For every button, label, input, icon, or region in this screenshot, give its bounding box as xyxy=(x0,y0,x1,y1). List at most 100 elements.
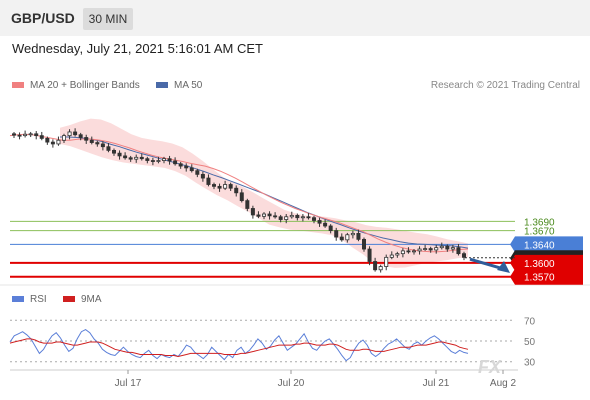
candle-body xyxy=(345,234,350,241)
level-tag-bg xyxy=(510,254,583,271)
candle-body xyxy=(417,248,422,252)
rsi-tick-70: 70 xyxy=(524,316,536,327)
rsi-tick-30: 30 xyxy=(524,358,536,369)
level-tag-bg xyxy=(510,268,583,285)
candle-body xyxy=(150,160,155,162)
candle-body xyxy=(423,248,428,250)
level-label-1.3640: 1.3640 xyxy=(524,240,555,251)
candle-body xyxy=(411,250,416,253)
candle-body xyxy=(123,155,128,159)
candle-body xyxy=(389,254,394,258)
legend-rsi-label: RSI xyxy=(30,294,47,305)
candle-body xyxy=(78,134,83,138)
candle-body xyxy=(300,216,305,219)
level-label-1.3570: 1.3570 xyxy=(524,273,555,284)
candle-body xyxy=(378,266,383,271)
level-label-1.3690: 1.3690 xyxy=(524,217,555,228)
candle-body xyxy=(450,247,455,250)
timeframe-button[interactable]: 30 MIN xyxy=(83,8,133,30)
candle-body xyxy=(167,158,172,162)
ma50-swatch xyxy=(156,82,168,89)
legend-9ma: 9MA xyxy=(63,294,102,305)
candle-body xyxy=(28,133,33,136)
candle-body xyxy=(67,131,72,137)
candle-body xyxy=(62,135,67,141)
candle-body xyxy=(439,245,444,249)
candle-body xyxy=(367,248,372,262)
candle-body xyxy=(173,160,178,165)
candle-body xyxy=(189,167,194,172)
candle-body xyxy=(161,158,166,161)
toolbar: GBP/USD 30 MIN xyxy=(0,0,590,36)
projection-arrow-head xyxy=(497,261,510,274)
candle-body xyxy=(134,156,139,160)
level-tag-1.3640 xyxy=(510,236,583,253)
candle-body xyxy=(50,141,55,145)
candle-body xyxy=(112,149,117,154)
candle-body xyxy=(250,208,255,216)
candle-body xyxy=(445,245,450,250)
candle-body xyxy=(395,253,400,256)
level-tag-bg xyxy=(510,236,583,253)
candle-body xyxy=(384,256,389,267)
candle-body xyxy=(145,158,150,161)
candle-body xyxy=(228,184,233,189)
candle-body xyxy=(434,247,439,251)
candle-body xyxy=(334,230,339,238)
candle-body xyxy=(217,185,222,189)
candle-body xyxy=(223,184,228,189)
candle-body xyxy=(273,215,278,218)
watermark-logo: FX xyxy=(478,357,502,377)
rsi-line xyxy=(9,329,469,362)
chart-datetime: Wednesday, July 21, 2021 5:16:01 AM CET xyxy=(12,41,263,56)
symbol-label: GBP/USD xyxy=(11,10,75,26)
level-tag-1.3570 xyxy=(510,268,583,285)
candle-body xyxy=(117,152,122,157)
candle-body xyxy=(211,184,216,187)
candle-body xyxy=(328,225,333,232)
rsi-ma-line xyxy=(9,338,469,358)
candle-body xyxy=(100,143,105,148)
candle-body xyxy=(84,137,89,141)
candle-body xyxy=(373,261,378,271)
candle-body xyxy=(17,134,22,137)
candle-body xyxy=(461,253,466,258)
candle-body xyxy=(128,157,133,160)
candle-body xyxy=(317,220,322,224)
candle-body xyxy=(89,139,94,143)
legend-9ma-label: 9MA xyxy=(81,294,102,305)
candle-body xyxy=(311,217,316,221)
rsi-swatch xyxy=(12,296,24,303)
candle-body xyxy=(200,173,205,179)
candle-body xyxy=(256,214,261,217)
rsi-ma-swatch xyxy=(63,296,75,303)
x-tick-label: Jul 21 xyxy=(423,378,450,389)
legend-rsi: RSI xyxy=(12,294,47,305)
candle-body xyxy=(234,187,239,194)
candle-body xyxy=(239,192,244,202)
legend-ma20: MA 20 + Bollinger Bands xyxy=(12,80,140,91)
candle-body xyxy=(356,232,361,240)
candle-body xyxy=(350,232,355,236)
candle-body xyxy=(106,146,111,151)
candle-body xyxy=(245,200,250,209)
candle-body xyxy=(406,250,411,253)
legend-ma20-label: MA 20 + Bollinger Bands xyxy=(30,80,140,91)
candle-body xyxy=(39,135,44,139)
candles xyxy=(11,128,466,273)
candle-body xyxy=(295,214,300,219)
candle-body xyxy=(361,238,366,250)
candle-body xyxy=(73,131,78,136)
candle-body xyxy=(11,133,16,136)
candle-body xyxy=(323,222,328,227)
candle-body xyxy=(178,163,183,167)
projection-arrow-shaft xyxy=(469,257,505,271)
candle-body xyxy=(284,216,289,220)
legend-ma50-label: MA 50 xyxy=(174,80,203,91)
candle-body xyxy=(156,160,161,162)
candle-body xyxy=(184,165,189,169)
candle-body xyxy=(306,216,311,219)
candle-body xyxy=(278,216,283,220)
level-label-1.3670: 1.3670 xyxy=(524,227,555,238)
